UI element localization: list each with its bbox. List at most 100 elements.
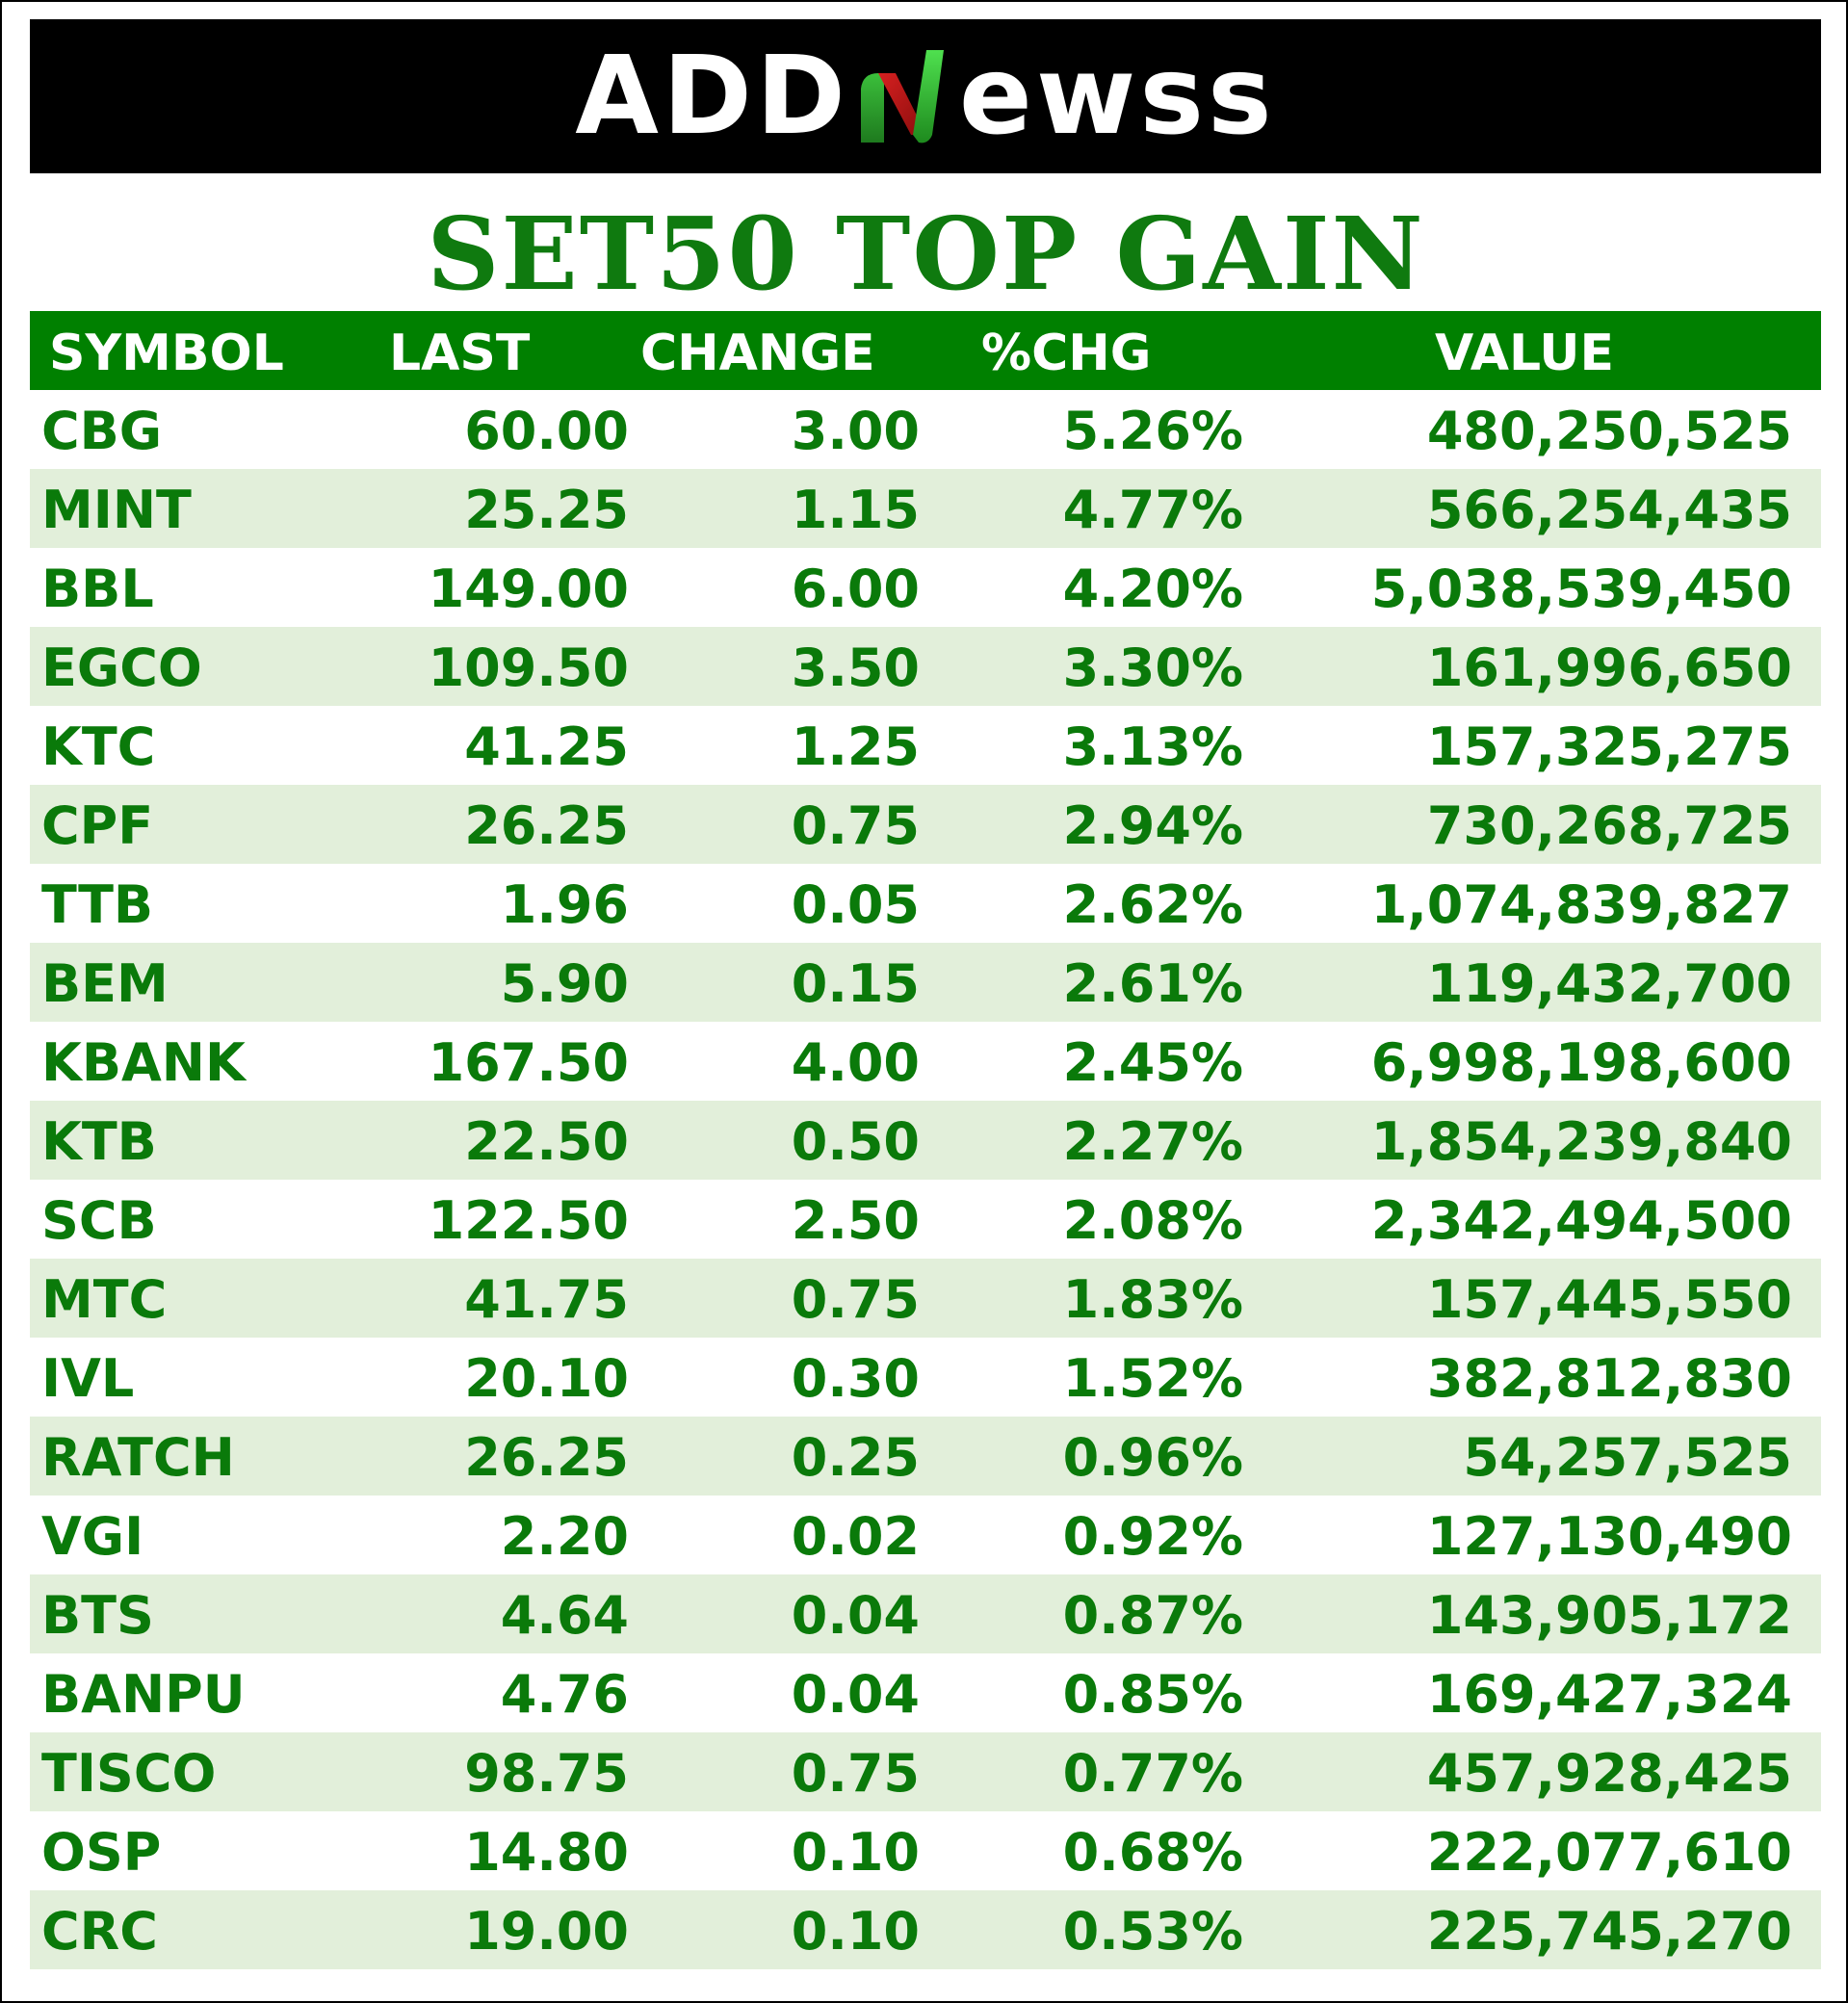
table-header: SYMBOL LAST CHANGE %CHG VALUE [30, 311, 1821, 390]
cell-last: 4.76 [500, 1664, 629, 1725]
cell-value: 1,854,239,840 [1370, 1111, 1792, 1172]
cell-symbol: BANPU [41, 1664, 246, 1725]
table-row: MINT 25.25 1.15 4.77% 566,254,435 [30, 469, 1821, 548]
cell-pct-change: 4.77% [1062, 480, 1243, 540]
table-row: BBL 149.00 6.00 4.20% 5,038,539,450 [30, 548, 1821, 627]
table-row: KBANK 167.50 4.00 2.45% 6,998,198,600 [30, 1022, 1821, 1101]
cell-value: 169,427,324 [1426, 1664, 1792, 1725]
column-header-change: CHANGE [640, 325, 875, 382]
cell-value: 2,342,494,500 [1370, 1190, 1792, 1251]
cell-change: 0.04 [791, 1585, 920, 1646]
cell-last: 25.25 [464, 480, 629, 540]
cell-last: 22.50 [464, 1111, 629, 1172]
cell-pct-change: 0.96% [1062, 1427, 1243, 1488]
cell-symbol: CBG [41, 401, 163, 461]
cell-pct-change: 1.83% [1062, 1269, 1243, 1330]
cell-change: 2.50 [791, 1190, 920, 1251]
cell-pct-change: 0.77% [1062, 1743, 1243, 1804]
cell-pct-change: 2.62% [1062, 874, 1243, 935]
cell-change: 6.00 [791, 559, 920, 619]
cell-symbol: KTB [41, 1111, 157, 1172]
cell-pct-change: 2.45% [1062, 1032, 1243, 1093]
cell-last: 1.96 [500, 874, 629, 935]
cell-pct-change: 1.52% [1062, 1348, 1243, 1409]
cell-pct-change: 0.92% [1062, 1506, 1243, 1567]
cell-symbol: IVL [41, 1348, 135, 1409]
table-row: BTS 4.64 0.04 0.87% 143,905,172 [30, 1574, 1821, 1653]
table-row: BANPU 4.76 0.04 0.85% 169,427,324 [30, 1653, 1821, 1732]
table-row: VGI 2.20 0.02 0.92% 127,130,490 [30, 1496, 1821, 1574]
cell-change: 1.25 [791, 716, 920, 777]
cell-change: 0.10 [791, 1822, 920, 1883]
cell-last: 19.00 [464, 1901, 629, 1962]
column-header-pct-change: %CHG [981, 325, 1152, 382]
table-row: CPF 26.25 0.75 2.94% 730,268,725 [30, 785, 1821, 864]
table-row: EGCO 109.50 3.50 3.30% 161,996,650 [30, 627, 1821, 706]
cell-symbol: OSP [41, 1822, 162, 1883]
cell-value: 566,254,435 [1426, 480, 1792, 540]
cell-value: 457,928,425 [1426, 1743, 1792, 1804]
cell-pct-change: 2.61% [1062, 953, 1243, 1014]
cell-change: 0.05 [791, 874, 920, 935]
cell-last: 41.75 [464, 1269, 629, 1330]
logo-text-right: ewss [958, 34, 1276, 159]
cell-change: 0.75 [791, 1269, 920, 1330]
cell-value: 119,432,700 [1426, 953, 1792, 1014]
table-row: CBG 60.00 3.00 5.26% 480,250,525 [30, 390, 1821, 469]
logo-text-left: ADD [575, 34, 849, 159]
cell-change: 3.00 [791, 401, 920, 461]
cell-change: 0.25 [791, 1427, 920, 1488]
cell-symbol: RATCH [41, 1427, 235, 1488]
cell-value: 157,325,275 [1426, 716, 1792, 777]
cell-value: 382,812,830 [1426, 1348, 1792, 1409]
cell-last: 60.00 [464, 401, 629, 461]
cell-value: 54,257,525 [1463, 1427, 1792, 1488]
cell-change: 1.15 [791, 480, 920, 540]
cell-last: 41.25 [464, 716, 629, 777]
table-row: RATCH 26.25 0.25 0.96% 54,257,525 [30, 1417, 1821, 1496]
cell-last: 4.64 [500, 1585, 629, 1646]
cell-value: 157,445,550 [1426, 1269, 1792, 1330]
cell-symbol: TISCO [41, 1743, 217, 1804]
table-row: TISCO 98.75 0.75 0.77% 457,928,425 [30, 1732, 1821, 1811]
table-row: KTC 41.25 1.25 3.13% 157,325,275 [30, 706, 1821, 785]
cell-pct-change: 0.68% [1062, 1822, 1243, 1883]
table-row: TTB 1.96 0.05 2.62% 1,074,839,827 [30, 864, 1821, 943]
cell-value: 730,268,725 [1426, 795, 1792, 856]
cell-pct-change: 2.08% [1062, 1190, 1243, 1251]
cell-last: 26.25 [464, 795, 629, 856]
column-header-last: LAST [389, 325, 531, 382]
table-row: CRC 19.00 0.10 0.53% 225,745,270 [30, 1890, 1821, 1969]
cell-symbol: TTB [41, 874, 154, 935]
table-row: SCB 122.50 2.50 2.08% 2,342,494,500 [30, 1180, 1821, 1259]
brand-banner: ADD [30, 19, 1821, 173]
cell-change: 0.15 [791, 953, 920, 1014]
cell-change: 0.02 [791, 1506, 920, 1567]
cell-change: 3.50 [791, 637, 920, 698]
cell-symbol: MTC [41, 1269, 168, 1330]
cell-pct-change: 5.26% [1062, 401, 1243, 461]
cell-symbol: KTC [41, 716, 156, 777]
cell-last: 149.00 [428, 559, 629, 619]
cell-value: 6,998,198,600 [1370, 1032, 1792, 1093]
table-row: OSP 14.80 0.10 0.68% 222,077,610 [30, 1811, 1821, 1890]
cell-last: 20.10 [464, 1348, 629, 1409]
cell-symbol: CRC [41, 1901, 158, 1962]
cell-pct-change: 0.85% [1062, 1664, 1243, 1725]
brand-logo: ADD [575, 39, 1275, 154]
cell-change: 0.75 [791, 1743, 920, 1804]
cell-last: 167.50 [428, 1032, 629, 1093]
cell-symbol: SCB [41, 1190, 157, 1251]
cell-pct-change: 2.27% [1062, 1111, 1243, 1172]
n-chart-mark-icon [860, 50, 944, 143]
cell-change: 0.30 [791, 1348, 920, 1409]
table-row: KTB 22.50 0.50 2.27% 1,854,239,840 [30, 1101, 1821, 1180]
cell-value: 1,074,839,827 [1370, 874, 1792, 935]
cell-symbol: VGI [41, 1506, 144, 1567]
cell-symbol: BBL [41, 559, 154, 619]
cell-change: 0.10 [791, 1901, 920, 1962]
table-row: BEM 5.90 0.15 2.61% 119,432,700 [30, 943, 1821, 1022]
cell-symbol: KBANK [41, 1032, 246, 1093]
cell-pct-change: 3.30% [1062, 637, 1243, 698]
